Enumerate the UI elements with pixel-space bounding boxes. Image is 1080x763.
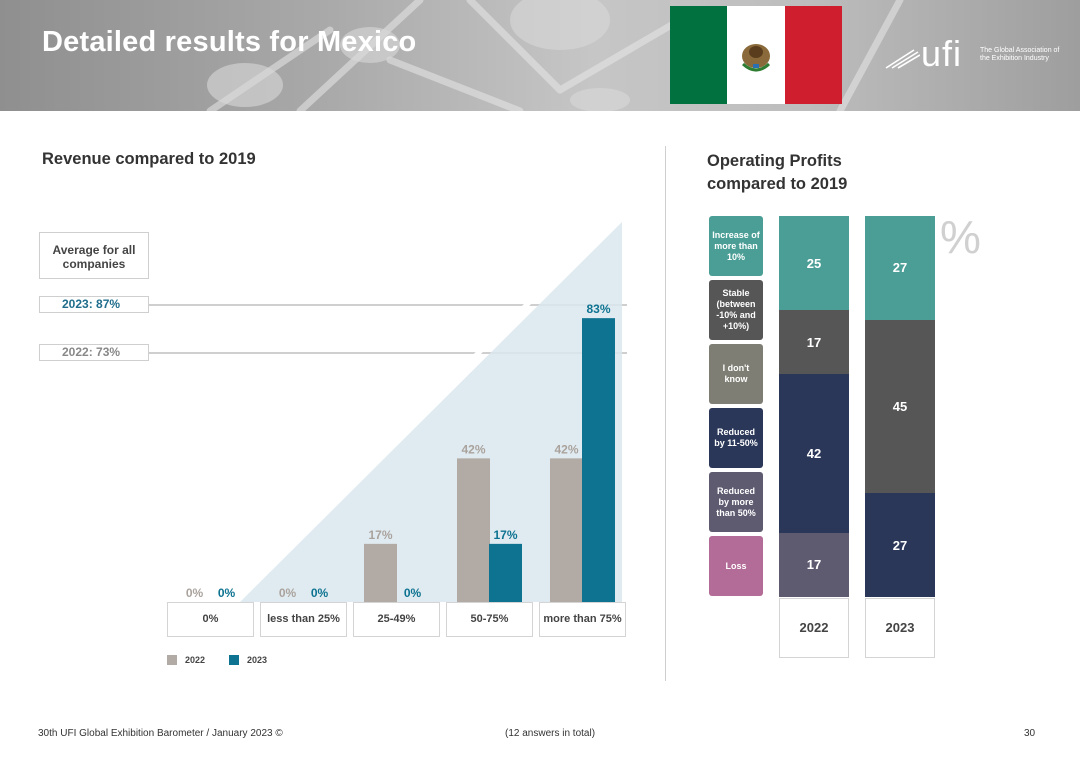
legend-label-2023: 2023 <box>247 655 268 665</box>
page-number: 30 <box>1024 728 1036 739</box>
data-label-2022: 0% <box>279 586 297 600</box>
ufi-wordmark: ufi <box>921 33 963 74</box>
operating-legend-item: Reduced by 11-50% <box>709 408 763 468</box>
average-2022-label: 2022: 73% <box>39 344 149 361</box>
data-label-2023: 0% <box>218 586 236 600</box>
percent-unit: % <box>940 211 981 263</box>
data-label-2022: 17% <box>368 528 392 542</box>
bar-2022 <box>364 543 397 602</box>
bar-2022 <box>550 458 583 602</box>
average-2023-line <box>149 304 627 306</box>
footer-source: 30th UFI Global Exhibition Barometer / J… <box>38 728 283 739</box>
footer-answers: (12 answers in total) <box>505 728 596 739</box>
stacked-segment: 17 <box>779 532 849 597</box>
operating-legend-item: Stable (between -10% and +10%) <box>709 280 763 340</box>
legend-item-2022: 2022 <box>167 655 205 665</box>
data-label-2023: 83% <box>586 302 610 316</box>
category-label: 50-75% <box>446 602 533 637</box>
coat-of-arms-icon <box>741 44 771 72</box>
stacked-segment: 25 <box>779 216 849 311</box>
data-label-2023: 0% <box>311 586 329 600</box>
average-2022-line <box>149 352 627 354</box>
trend-arrow <box>230 212 620 600</box>
operating-legend-item: Increase of more than 10% <box>709 216 763 276</box>
average-label: Average for all companies <box>39 232 149 279</box>
year-label: 2023 <box>865 598 935 658</box>
operating-legend-item: Loss <box>709 536 763 596</box>
category-label: 0% <box>167 602 254 637</box>
mexico-flag <box>670 6 842 104</box>
stacked-segment: 27 <box>865 216 935 320</box>
bar-2023 <box>489 543 522 602</box>
data-label-2022: 0% <box>186 586 204 600</box>
stacked-segment: 17 <box>779 310 849 375</box>
stacked-segment: 45 <box>865 319 935 494</box>
stacked-segment: 42 <box>779 374 849 533</box>
header-background-graphic <box>206 0 904 111</box>
header-banner: Detailed results for Mexico ufi The Glob… <box>0 0 1080 111</box>
data-label-2022: 42% <box>461 442 485 456</box>
category-label: 25-49% <box>353 602 440 637</box>
revenue-chart-title: Revenue compared to 2019 <box>42 150 256 168</box>
ufi-tagline: The Global Association of the Exhibition… <box>980 47 1060 62</box>
revenue-legend: 2022 2023 <box>167 655 291 665</box>
year-label: 2022 <box>779 598 849 658</box>
legend-item-2023: 2023 <box>229 655 267 665</box>
bar-2022 <box>457 458 490 602</box>
category-label: more than 75% <box>539 602 626 637</box>
stacked-segment: 27 <box>865 493 935 597</box>
section-divider <box>665 146 666 681</box>
category-label: less than 25% <box>260 602 347 637</box>
average-2023-label: 2023: 87% <box>39 296 149 313</box>
bar-2023 <box>582 318 615 602</box>
trend-triangle <box>240 222 622 602</box>
data-label-2023: 0% <box>404 586 422 600</box>
data-label-2023: 17% <box>493 528 517 542</box>
ufi-logo: ufi The Global Association of the Exhibi… <box>884 36 1059 74</box>
operating-legend-item: I don't know <box>709 344 763 404</box>
legend-swatch-2023 <box>229 655 240 665</box>
data-label-2022: 42% <box>554 442 578 456</box>
legend-label-2022: 2022 <box>185 655 206 665</box>
ufi-lines-icon <box>885 49 920 69</box>
operating-profits-title: Operating Profits compared to 2019 <box>707 152 848 193</box>
operating-legend-item: Reduced by more than 50% <box>709 472 763 532</box>
trend-arrowhead <box>604 212 620 228</box>
page-title: Detailed results for Mexico <box>42 26 417 58</box>
legend-swatch-2022 <box>167 655 177 665</box>
